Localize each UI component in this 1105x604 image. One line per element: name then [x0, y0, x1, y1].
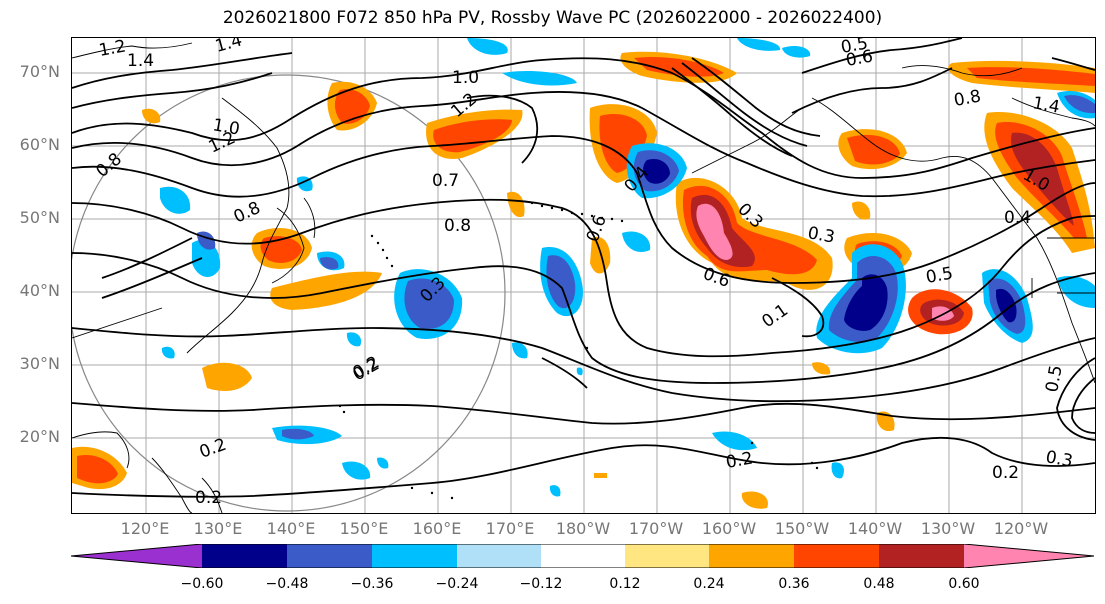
lat-label-30n: 30°N: [19, 354, 60, 373]
colorbar-tick: 0.48: [863, 576, 895, 592]
lat-label-50n: 50°N: [19, 208, 60, 227]
colorbar-svg: [70, 543, 1095, 569]
islands: [338, 201, 819, 500]
colorbar-extend-high: [964, 544, 1094, 568]
lon-label-130w: 130°W: [920, 519, 976, 538]
colorbar-tick: −0.60: [180, 576, 224, 592]
lon-label-160e: 160°E: [412, 519, 462, 538]
contour-label: 0.3: [806, 223, 836, 247]
colorbar-tick: 0.36: [778, 576, 810, 592]
colorbar-bin: [372, 544, 457, 568]
contour-label: 0.4: [1004, 208, 1031, 228]
contour-label: 1.0: [211, 115, 241, 139]
contour-label: 0.1: [758, 300, 792, 332]
contour-label: 0.3: [1044, 447, 1074, 471]
contour-label: 0.8: [952, 87, 982, 111]
lat-label-40n: 40°N: [19, 281, 60, 300]
lon-label-140w: 140°W: [847, 519, 903, 538]
colorbar-tick: −0.24: [435, 576, 479, 592]
lon-label-180w: 180°W: [555, 519, 611, 538]
lon-label-150e: 150°E: [339, 519, 389, 538]
lon-label-130e: 130°E: [193, 519, 243, 538]
colorbar-tick: −0.48: [265, 576, 309, 592]
colorbar-bin: [709, 544, 794, 568]
contour-label: 0.7: [432, 171, 459, 191]
pv-contours: [72, 38, 1095, 498]
contour-label: 1.2: [97, 38, 127, 61]
colorbar-bin: [879, 544, 964, 568]
lon-label-160w: 160°W: [701, 519, 757, 538]
negative-anomalies: [160, 38, 1095, 497]
contour-label: 0.8: [444, 216, 471, 236]
lon-label-120w: 120°W: [993, 519, 1049, 538]
lon-label-170w: 170°W: [628, 519, 684, 538]
lat-label-20n: 20°N: [19, 427, 60, 446]
colorbar-bin: [457, 544, 541, 568]
colorbar: [60, 543, 1105, 569]
contour-label: 0.6: [844, 47, 874, 71]
contour-label: 0.5: [924, 264, 954, 288]
colorbar-tick: −0.36: [350, 576, 394, 592]
lon-label-170e: 170°E: [485, 519, 535, 538]
colorbar-bin: [794, 544, 879, 568]
colorbar-extend-low: [71, 544, 202, 568]
lat-label-70n: 70°N: [19, 62, 60, 81]
lon-label-150w: 150°W: [774, 519, 830, 538]
contour-label: 0.6: [583, 212, 611, 244]
colorbar-bin: [625, 544, 709, 568]
contour-label: 0.8: [92, 149, 126, 182]
colorbar-bin: [202, 544, 287, 568]
contour-label: 1.4: [127, 51, 154, 71]
map-title: 2026021800 F072 850 hPa PV, Rossby Wave …: [222, 8, 883, 28]
contour-label: 0.2: [197, 435, 229, 463]
contour-label: 0.2: [724, 449, 754, 473]
contour-label: 0.2: [195, 488, 222, 508]
colorbar-bin: [287, 544, 372, 568]
coastlines: [72, 42, 1095, 513]
reference-circle: [72, 74, 506, 512]
contour-label: 0.2: [992, 463, 1019, 483]
colorbar-tick: 0.24: [693, 576, 725, 592]
colorbar-bin: [541, 544, 625, 568]
lat-label-60n: 60°N: [19, 135, 60, 154]
colorbar-tick: 0.12: [609, 576, 641, 592]
pv-map-svg: 1.2 1.4 1.4 1.0 1.2 1.0 1.2 0.5 0.6 0.8 …: [72, 38, 1095, 513]
lon-label-140e: 140°E: [266, 519, 316, 538]
contour-label: 0.5: [839, 38, 869, 58]
contour-label: 1.0: [452, 68, 479, 88]
colorbar-tick: −0.12: [519, 576, 563, 592]
lon-label-120e: 120°E: [120, 519, 170, 538]
contour-label: 1.4: [213, 38, 244, 57]
colorbar-tick: 0.60: [948, 576, 980, 592]
contour-label: 0.8: [231, 198, 264, 228]
contour-label: 0.2: [350, 352, 383, 383]
map-panel: 1.2 1.4 1.4 1.0 1.2 1.0 1.2 0.5 0.6 0.8 …: [71, 37, 1096, 514]
contour-label: 1.4: [1031, 93, 1061, 117]
contour-label: 0.5: [1042, 364, 1066, 394]
